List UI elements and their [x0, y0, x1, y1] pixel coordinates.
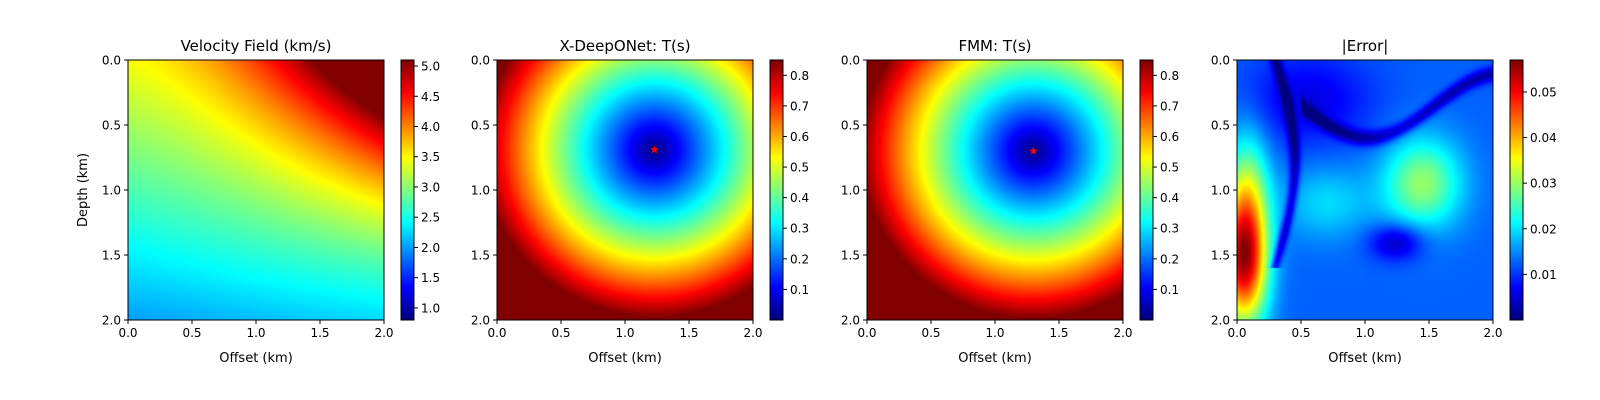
panel-x-deeponet: X-DeepONet: T(s) 0.0 0.5 1.0 1.5 2.0 0.0 0.5 1… [471, 37, 809, 366]
colorbar-tick-label: 0.8 [790, 69, 809, 83]
colorbar-tick-label: 2.0 [421, 241, 440, 255]
colorbar-tick-label: 0.04 [1530, 131, 1557, 145]
heatmap-fmm [867, 60, 1123, 320]
x-tick-label: 1.0 [246, 326, 265, 340]
y-tick-label: 1.0 [471, 184, 490, 198]
colorbar-tick-label: 3.5 [421, 150, 440, 164]
colorbar-tick-label: 0.03 [1530, 177, 1557, 191]
x-tick-label: 0.0 [1227, 326, 1246, 340]
x-tick-label: 2.0 [1483, 326, 1502, 340]
colorbar-tick-label: 0.02 [1530, 222, 1557, 236]
panel-title: |Error| [1342, 37, 1389, 55]
x-tick-label: 1.5 [310, 326, 329, 340]
colorbar-tick-label: 0.6 [1160, 130, 1179, 144]
colorbar-tick-label: 4.5 [421, 90, 440, 104]
colorbar-tick-label: 4.0 [421, 120, 440, 134]
y-tick-label: 0.5 [841, 119, 860, 133]
y-tick-label: 0.5 [471, 119, 490, 133]
x-tick-label: 1.5 [1419, 326, 1438, 340]
heatmap-velocity [128, 60, 384, 320]
colorbar-x-deeponet [770, 60, 783, 320]
y-tick-label: 0.0 [102, 54, 121, 68]
y-tick-label: 1.0 [1211, 184, 1230, 198]
colorbar-tick-label: 0.5 [790, 161, 809, 175]
x-tick-label: 0.0 [487, 326, 506, 340]
colorbar-tick-label: 2.5 [421, 211, 440, 225]
colorbar-tick-label: 1.5 [421, 271, 440, 285]
colorbar-frame [1139, 59, 1154, 321]
colorbar-tick-label: 5.0 [421, 60, 440, 74]
colorbar-tick-label: 0.1 [1160, 283, 1179, 297]
y-tick-label: 1.5 [1211, 249, 1230, 263]
x-tick-label: 0.5 [182, 326, 201, 340]
y-tick-label: 2.0 [471, 314, 490, 328]
x-tick-label: 2.0 [743, 326, 762, 340]
x-tick-label: 0.5 [551, 326, 570, 340]
x-tick-label: 1.0 [615, 326, 634, 340]
y-tick-label: 0.5 [102, 119, 121, 133]
colorbar-tick-label: 0.4 [790, 191, 809, 205]
x-axis-label: Offset (km) [219, 351, 293, 366]
colorbar-velocity [401, 60, 414, 320]
x-tick-label: 2.0 [1113, 326, 1132, 340]
y-tick-label: 2.0 [841, 314, 860, 328]
y-tick-label: 0.5 [1211, 119, 1230, 133]
y-tick-label: 2.0 [102, 314, 121, 328]
y-tick-label: 2.0 [1211, 314, 1230, 328]
y-tick-label: 1.5 [471, 249, 490, 263]
colorbar-tick-label: 0.01 [1530, 268, 1557, 282]
x-tick-label: 1.5 [1049, 326, 1068, 340]
panel-title: X-DeepONet: T(s) [559, 37, 690, 55]
colorbar-tick-label: 1.0 [421, 301, 440, 315]
y-tick-label: 1.0 [102, 184, 121, 198]
y-tick-label: 1.5 [102, 249, 121, 263]
colorbar-tick-label: 0.6 [790, 130, 809, 144]
colorbar-tick-label: 0.4 [1160, 191, 1179, 205]
x-tick-label: 1.0 [985, 326, 1004, 340]
source-star-marker [1029, 146, 1038, 155]
colorbar-error [1510, 60, 1523, 320]
colorbar-frame [400, 59, 415, 321]
x-tick-label: 0.5 [1291, 326, 1310, 340]
heatmap-x-deeponet [497, 60, 753, 320]
colorbar-frame [769, 59, 784, 321]
colorbar-tick-label: 0.1 [790, 283, 809, 297]
y-tick-label: 1.5 [841, 249, 860, 263]
colorbar-tick-label: 0.7 [790, 99, 809, 113]
x-axis-label: Offset (km) [588, 351, 662, 366]
colorbar-tick-label: 0.7 [1160, 99, 1179, 113]
panel-velocity: Velocity Field (km/s) 0.0 0.5 1.0 1.5 2.0 0.… [76, 37, 440, 366]
x-tick-label: 2.0 [374, 326, 393, 340]
colorbar-fmm [1140, 60, 1153, 320]
colorbar-tick-label: 0.3 [1160, 222, 1179, 236]
x-tick-label: 1.5 [679, 326, 698, 340]
x-tick-label: 0.0 [118, 326, 137, 340]
y-tick-label: 0.0 [841, 54, 860, 68]
x-tick-label: 0.5 [921, 326, 940, 340]
panel-title: Velocity Field (km/s) [181, 37, 332, 55]
colorbar-tick-label: 0.05 [1530, 85, 1557, 99]
y-tick-label: 0.0 [1211, 54, 1230, 68]
y-tick-label: 0.0 [471, 54, 490, 68]
x-tick-label: 1.0 [1355, 326, 1374, 340]
panel-error: |Error| 0.0 0.5 1.0 1.5 2.0 0.00.51.01.52.0 … [1211, 37, 1557, 366]
colorbar-tick-label: 3.0 [421, 180, 440, 194]
panel-title: FMM: T(s) [958, 37, 1031, 55]
colorbar-tick-label: 0.2 [790, 252, 809, 266]
colorbar-tick-label: 0.8 [1160, 69, 1179, 83]
colorbar-frame [1509, 59, 1524, 321]
colorbar-tick-label: 0.2 [1160, 252, 1179, 266]
y-axis-label: Depth (km) [76, 153, 91, 227]
x-axis-label: Offset (km) [958, 351, 1032, 366]
panel-fmm: FMM: T(s) 0.0 0.5 1.0 1.5 2.0 0.0 0.5 1.0 1.5 2.… [841, 37, 1179, 366]
x-axis-label: Offset (km) [1328, 351, 1402, 366]
x-tick-label: 0.0 [857, 326, 876, 340]
source-star-marker [650, 145, 659, 154]
colorbar-tick-label: 0.5 [1160, 161, 1179, 175]
colorbar-tick-label: 0.3 [790, 222, 809, 236]
heatmap-error [1237, 60, 1493, 320]
y-tick-label: 1.0 [841, 184, 860, 198]
